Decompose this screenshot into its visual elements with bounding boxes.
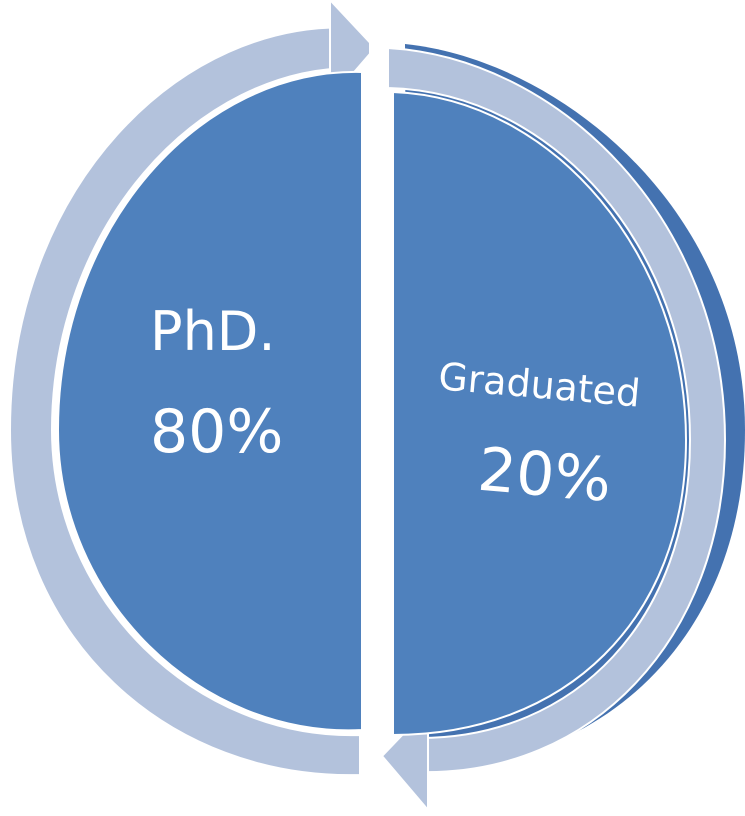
segment-phd-label: PhD. — [150, 300, 276, 363]
segment-phd-value: 80% — [150, 397, 283, 467]
segment-graduated-value: 20% — [475, 435, 614, 516]
arrow-ring-left — [8, 26, 361, 777]
segment-phd — [56, 70, 363, 732]
segment-graduated — [392, 90, 688, 737]
